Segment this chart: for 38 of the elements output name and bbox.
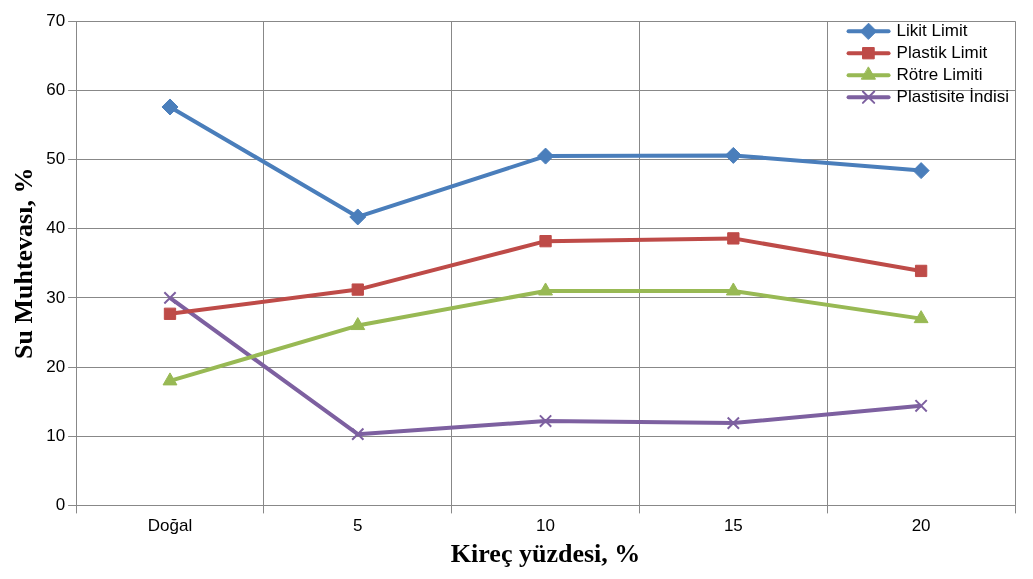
point	[349, 208, 367, 226]
point	[351, 283, 364, 296]
point	[725, 282, 741, 296]
legend-label: Plastik Limit	[896, 42, 988, 62]
y-tick-label: 70	[46, 10, 66, 30]
point	[163, 307, 177, 320]
legend-label: Plastisite İndisi	[896, 86, 1009, 106]
x-tick-label: 5	[353, 516, 363, 536]
legend-label: Likit Limit	[896, 20, 968, 40]
point	[726, 416, 740, 430]
x-tick-label: Doğal	[147, 516, 193, 536]
y-tick-label: 0	[55, 495, 66, 515]
point	[913, 310, 929, 324]
y-tick-label: 60	[46, 80, 66, 100]
x-tick-label: 20	[911, 516, 931, 536]
y-tick-label: 20	[46, 356, 66, 376]
x-axis-title: Kireç yüzdesi, %	[450, 539, 641, 569]
y-tick-label: 40	[46, 218, 66, 238]
point	[350, 317, 366, 331]
point	[539, 235, 552, 248]
point	[538, 414, 553, 428]
point	[727, 232, 740, 245]
point	[724, 146, 742, 164]
point	[161, 98, 179, 116]
point	[914, 399, 928, 413]
point	[162, 372, 178, 386]
y-axis-title: Su Muhtevası, %	[9, 167, 39, 360]
x-tick-label: 10	[536, 516, 556, 536]
y-tick-label: 30	[46, 287, 66, 307]
y-tick-label: 10	[46, 425, 66, 445]
x-tick-label: 15	[723, 516, 743, 536]
point	[351, 427, 365, 441]
point	[912, 162, 930, 180]
point	[163, 291, 177, 305]
point	[914, 264, 928, 278]
y-tick-label: 50	[46, 149, 66, 169]
legend-label: Rötre Limiti	[896, 64, 983, 84]
point	[538, 282, 553, 296]
